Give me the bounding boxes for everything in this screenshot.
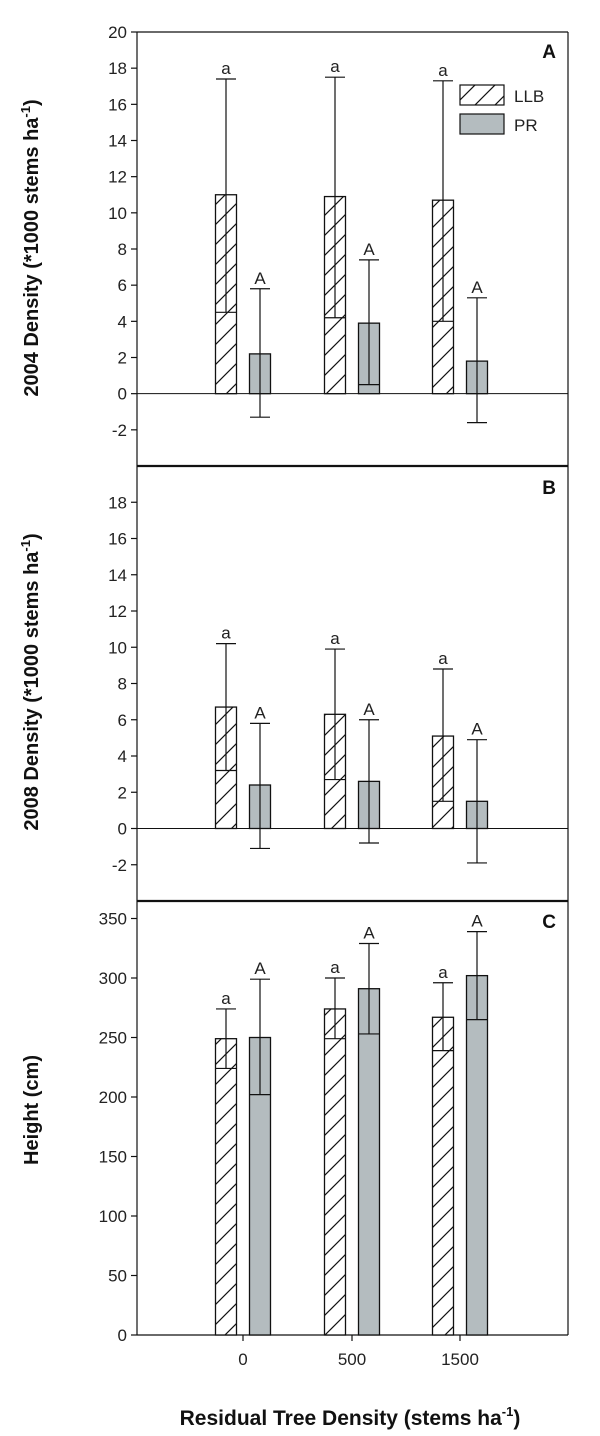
significance-letter: a — [438, 963, 448, 982]
legend: LLB PR — [459, 84, 544, 135]
y-tick-label: 12 — [108, 168, 127, 187]
significance-letter: A — [363, 700, 375, 719]
panel-a: -2 0 2 4 6 8 10 12 14 16 18 20 a a a A A A — [108, 23, 569, 466]
significance-letter: a — [330, 57, 340, 76]
significance-letter: A — [471, 720, 483, 739]
panel-c: 0 50 100 150 200 250 300 350 a a a A A A 0 500 1500 — [99, 899, 569, 1369]
y-tick-label: 16 — [108, 95, 127, 114]
x-tick-label: 0 — [238, 1350, 247, 1369]
y-tick-label: 2 — [118, 349, 127, 368]
y-tick-label: 12 — [108, 602, 127, 621]
y-tick-label: -2 — [112, 421, 127, 440]
y-tick-label: 4 — [118, 747, 127, 766]
y-axis-title-panel-b: 2008 Density (*1000 stems ha-1) — [18, 533, 43, 830]
y-tick-label: 300 — [99, 969, 127, 988]
panel-b: -2 0 2 4 6 8 10 12 14 16 18 a a a A A A — [108, 464, 569, 901]
significance-letter: a — [438, 61, 448, 80]
y-tick-label: 0 — [118, 385, 127, 404]
significance-letter: a — [438, 649, 448, 668]
x-tick-label: 1500 — [441, 1350, 479, 1369]
y-tick-label: 10 — [108, 638, 127, 657]
bar-llb-500 — [323, 1008, 347, 1336]
y-tick-label: 6 — [118, 276, 127, 295]
significance-letter: a — [221, 624, 231, 643]
y-tick-label: 18 — [108, 59, 127, 78]
significance-letter: A — [471, 912, 483, 931]
y-tick-label: 350 — [99, 910, 127, 929]
panel-letter-c: C — [542, 912, 556, 933]
significance-letter: A — [254, 703, 266, 722]
significance-letter: a — [221, 59, 231, 78]
plot-layer: -2 0 2 4 6 8 10 12 14 16 18 20 a a a A A A -2 0 2 4 6 8 10 12 14 16… — [99, 23, 569, 1369]
y-tick-label: 150 — [99, 1148, 127, 1167]
y-axis-title-panel-c: Height (cm) — [21, 1055, 43, 1165]
y-tick-label: 18 — [108, 493, 127, 512]
y-tick-label: 10 — [108, 204, 127, 223]
x-axis-title: Residual Tree Density (stems ha-1) — [180, 1404, 521, 1430]
y-tick-label: 250 — [99, 1029, 127, 1048]
y-tick-label: -2 — [112, 856, 127, 875]
significance-letter: a — [330, 629, 340, 648]
y-tick-label: 200 — [99, 1088, 127, 1107]
significance-letter: a — [221, 989, 231, 1008]
y-tick-label: 16 — [108, 530, 127, 549]
significance-letter: a — [330, 958, 340, 977]
legend-label-pr: PR — [514, 116, 538, 135]
significance-letter: A — [254, 959, 266, 978]
y-tick-label: 50 — [108, 1267, 127, 1286]
significance-letter: A — [471, 278, 483, 297]
bar-pr-500 — [357, 988, 381, 1336]
y-tick-label: 20 — [108, 23, 127, 42]
legend-swatch-pr — [459, 113, 505, 135]
significance-letter: A — [254, 269, 266, 288]
bar-llb-1500 — [431, 1016, 455, 1336]
y-tick-label: 14 — [108, 566, 127, 585]
panel-letter-b: B — [542, 478, 556, 499]
y-tick-label: 0 — [118, 1326, 127, 1345]
y-tick-label: 6 — [118, 711, 127, 730]
legend-swatch-llb — [459, 84, 505, 106]
y-tick-label: 0 — [118, 820, 127, 839]
y-tick-label: 14 — [108, 132, 127, 151]
panel-letter-a: A — [542, 42, 556, 63]
y-axis-title-panel-a: 2004 Density (*1000 stems ha-1) — [18, 99, 43, 396]
x-tick-label: 500 — [338, 1350, 366, 1369]
significance-letter: A — [363, 923, 375, 942]
y-tick-label: 8 — [118, 240, 127, 259]
bar-llb-0 — [214, 1038, 238, 1336]
y-tick-label: 4 — [118, 312, 127, 331]
y-tick-label: 8 — [118, 675, 127, 694]
y-tick-label: 100 — [99, 1207, 127, 1226]
significance-letter: A — [363, 240, 375, 259]
y-tick-label: 2 — [118, 783, 127, 802]
bar-pr-1500 — [465, 974, 489, 1336]
legend-label-llb: LLB — [514, 87, 544, 106]
